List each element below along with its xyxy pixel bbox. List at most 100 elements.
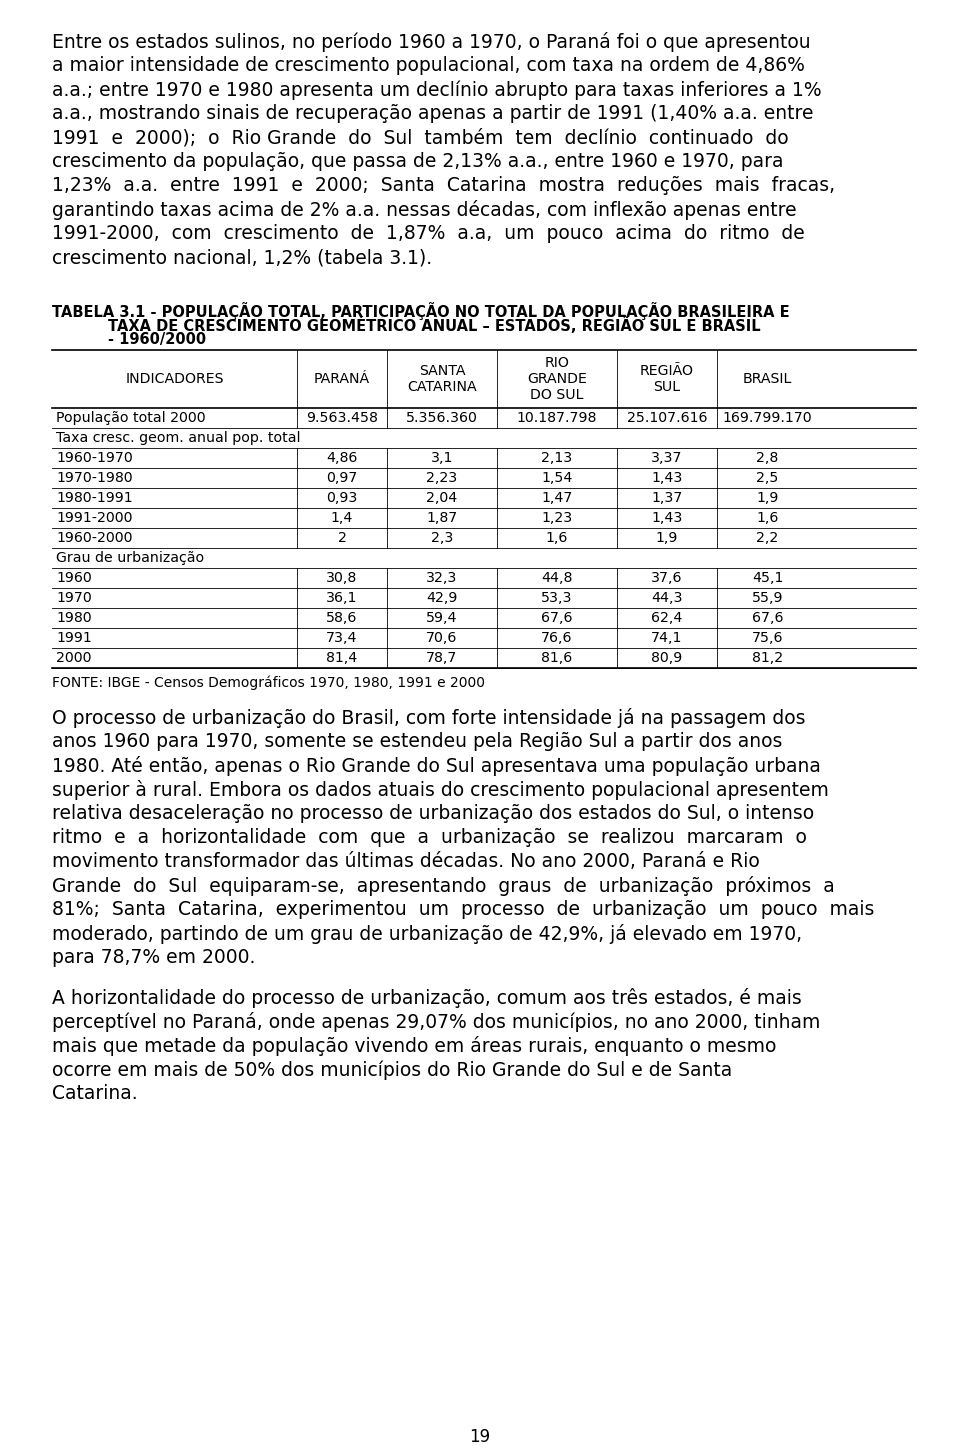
Text: 53,3: 53,3 xyxy=(541,591,573,605)
Text: 169.799.170: 169.799.170 xyxy=(723,411,812,425)
Text: 1,43: 1,43 xyxy=(651,472,683,485)
Text: - 1960/2000: - 1960/2000 xyxy=(108,332,206,347)
Text: 1980-1991: 1980-1991 xyxy=(56,490,132,505)
Text: 9.563.458: 9.563.458 xyxy=(306,411,378,425)
Text: 36,1: 36,1 xyxy=(326,591,358,605)
Text: PARANÁ: PARANÁ xyxy=(314,371,370,386)
Text: 1,23%  a.a.  entre  1991  e  2000;  Santa  Catarina  mostra  reduções  mais  fra: 1,23% a.a. entre 1991 e 2000; Santa Cata… xyxy=(52,176,835,194)
Text: 70,6: 70,6 xyxy=(426,631,458,646)
Text: 74,1: 74,1 xyxy=(651,631,683,646)
Text: 81,2: 81,2 xyxy=(752,651,783,665)
Text: moderado, partindo de um grau de urbanização de 42,9%, já elevado em 1970,: moderado, partindo de um grau de urbaniz… xyxy=(52,924,803,945)
Text: 67,6: 67,6 xyxy=(752,611,783,625)
Text: 2,8: 2,8 xyxy=(756,451,779,464)
Text: 45,1: 45,1 xyxy=(752,572,783,585)
Text: População total 2000: População total 2000 xyxy=(56,411,205,425)
Text: garantindo taxas acima de 2% a.a. nessas décadas, com inflexão apenas entre: garantindo taxas acima de 2% a.a. nessas… xyxy=(52,200,797,221)
Text: INDICADORES: INDICADORES xyxy=(125,371,224,386)
Text: 1,87: 1,87 xyxy=(426,511,458,525)
Text: 80,9: 80,9 xyxy=(652,651,683,665)
Text: a.a.; entre 1970 e 1980 apresenta um declínio abrupto para taxas inferiores a 1%: a.a.; entre 1970 e 1980 apresenta um dec… xyxy=(52,80,822,100)
Text: 32,3: 32,3 xyxy=(426,572,458,585)
Text: 1,47: 1,47 xyxy=(541,490,573,505)
Text: superior à rural. Embora os dados atuais do crescimento populacional apresentem: superior à rural. Embora os dados atuais… xyxy=(52,781,828,800)
Text: movimento transformador das últimas décadas. No ano 2000, Paraná e Rio: movimento transformador das últimas déca… xyxy=(52,852,759,871)
Text: REGIÃO
SUL: REGIÃO SUL xyxy=(640,364,694,395)
Text: ritmo  e  a  horizontalidade  com  que  a  urbanização  se  realizou  marcaram  : ritmo e a horizontalidade com que a urba… xyxy=(52,829,806,847)
Text: 1991: 1991 xyxy=(56,631,92,646)
Text: 42,9: 42,9 xyxy=(426,591,458,605)
Text: 59,4: 59,4 xyxy=(426,611,458,625)
Text: 3,1: 3,1 xyxy=(431,451,453,464)
Text: crescimento da população, que passa de 2,13% a.a., entre 1960 e 1970, para: crescimento da população, que passa de 2… xyxy=(52,152,783,171)
Text: 2,04: 2,04 xyxy=(426,490,458,505)
Text: 10.187.798: 10.187.798 xyxy=(516,411,597,425)
Text: 1970: 1970 xyxy=(56,591,92,605)
Text: 76,6: 76,6 xyxy=(541,631,573,646)
Text: 2000: 2000 xyxy=(56,651,91,665)
Text: a maior intensidade de crescimento populacional, com taxa na ordem de 4,86%: a maior intensidade de crescimento popul… xyxy=(52,57,804,75)
Text: 78,7: 78,7 xyxy=(426,651,458,665)
Text: 73,4: 73,4 xyxy=(326,631,358,646)
Text: anos 1960 para 1970, somente se estendeu pela Região Sul a partir dos anos: anos 1960 para 1970, somente se estendeu… xyxy=(52,731,782,752)
Text: 81,4: 81,4 xyxy=(326,651,358,665)
Text: 58,6: 58,6 xyxy=(326,611,358,625)
Text: 1,43: 1,43 xyxy=(651,511,683,525)
Text: A horizontalidade do processo de urbanização, comum aos três estados, é mais: A horizontalidade do processo de urbaniz… xyxy=(52,988,802,1008)
Text: mais que metade da população vivendo em áreas rurais, enquanto o mesmo: mais que metade da população vivendo em … xyxy=(52,1036,777,1056)
Text: 81%;  Santa  Catarina,  experimentou  um  processo  de  urbanização  um  pouco  : 81%; Santa Catarina, experimentou um pro… xyxy=(52,900,875,918)
Text: 1,4: 1,4 xyxy=(331,511,353,525)
Text: BRASIL: BRASIL xyxy=(743,371,792,386)
Text: 5.356.360: 5.356.360 xyxy=(406,411,478,425)
Text: para 78,7% em 2000.: para 78,7% em 2000. xyxy=(52,948,255,966)
Text: 37,6: 37,6 xyxy=(651,572,683,585)
Text: O processo de urbanização do Brasil, com forte intensidade já na passagem dos: O processo de urbanização do Brasil, com… xyxy=(52,708,805,728)
Text: 2,13: 2,13 xyxy=(541,451,572,464)
Text: 1960-2000: 1960-2000 xyxy=(56,531,132,546)
Text: 2,5: 2,5 xyxy=(756,472,779,485)
Text: 1,23: 1,23 xyxy=(541,511,572,525)
Text: TABELA 3.1 - POPULAÇÃO TOTAL, PARTICIPAÇÃO NO TOTAL DA POPULAÇÃO BRASILEIRA E: TABELA 3.1 - POPULAÇÃO TOTAL, PARTICIPAÇ… xyxy=(52,302,790,321)
Text: 81,6: 81,6 xyxy=(541,651,572,665)
Text: 2,2: 2,2 xyxy=(756,531,779,546)
Text: 1,9: 1,9 xyxy=(756,490,779,505)
Text: 3,37: 3,37 xyxy=(651,451,683,464)
Text: 1,54: 1,54 xyxy=(541,472,573,485)
Text: 0,93: 0,93 xyxy=(326,490,358,505)
Text: 19: 19 xyxy=(469,1428,491,1447)
Text: Entre os estados sulinos, no período 1960 a 1970, o Paraná foi o que apresentou: Entre os estados sulinos, no período 196… xyxy=(52,32,810,52)
Text: Taxa cresc. geom. anual pop. total: Taxa cresc. geom. anual pop. total xyxy=(56,431,300,445)
Text: FONTE: IBGE - Censos Demográficos 1970, 1980, 1991 e 2000: FONTE: IBGE - Censos Demográficos 1970, … xyxy=(52,676,485,691)
Text: 44,8: 44,8 xyxy=(541,572,573,585)
Text: Grande  do  Sul  equiparam-se,  apresentando  graus  de  urbanização  próximos  : Grande do Sul equiparam-se, apresentando… xyxy=(52,876,835,897)
Text: perceptível no Paraná, onde apenas 29,07% dos municípios, no ano 2000, tinham: perceptível no Paraná, onde apenas 29,07… xyxy=(52,1011,821,1032)
Text: 1991  e  2000);  o  Rio Grande  do  Sul  também  tem  declínio  continuado  do: 1991 e 2000); o Rio Grande do Sul também… xyxy=(52,128,788,147)
Text: 75,6: 75,6 xyxy=(752,631,783,646)
Text: 1,37: 1,37 xyxy=(651,490,683,505)
Text: Catarina.: Catarina. xyxy=(52,1084,137,1103)
Text: Grau de urbanização: Grau de urbanização xyxy=(56,551,204,564)
Text: 30,8: 30,8 xyxy=(326,572,358,585)
Text: 1960: 1960 xyxy=(56,572,92,585)
Text: 1980: 1980 xyxy=(56,611,91,625)
Text: 0,97: 0,97 xyxy=(326,472,358,485)
Text: 67,6: 67,6 xyxy=(541,611,573,625)
Text: 4,86: 4,86 xyxy=(326,451,358,464)
Text: 1,9: 1,9 xyxy=(656,531,678,546)
Text: 62,4: 62,4 xyxy=(651,611,683,625)
Text: 1991-2000: 1991-2000 xyxy=(56,511,132,525)
Text: 1960-1970: 1960-1970 xyxy=(56,451,132,464)
Text: 44,3: 44,3 xyxy=(651,591,683,605)
Text: 1980. Até então, apenas o Rio Grande do Sul apresentava uma população urbana: 1980. Até então, apenas o Rio Grande do … xyxy=(52,756,821,776)
Text: 2,23: 2,23 xyxy=(426,472,458,485)
Text: TAXA DE CRESCIMENTO GEOMÉTRICO ANUAL – ESTADOS, REGIÃO SUL E BRASIL: TAXA DE CRESCIMENTO GEOMÉTRICO ANUAL – E… xyxy=(108,316,760,334)
Text: 25.107.616: 25.107.616 xyxy=(627,411,708,425)
Text: 1,6: 1,6 xyxy=(756,511,779,525)
Text: crescimento nacional, 1,2% (tabela 3.1).: crescimento nacional, 1,2% (tabela 3.1). xyxy=(52,248,432,267)
Text: a.a., mostrando sinais de recuperação apenas a partir de 1991 (1,40% a.a. entre: a.a., mostrando sinais de recuperação ap… xyxy=(52,104,813,123)
Text: 2: 2 xyxy=(338,531,347,546)
Text: relativa desaceleração no processo de urbanização dos estados do Sul, o intenso: relativa desaceleração no processo de ur… xyxy=(52,804,814,823)
Text: 1,6: 1,6 xyxy=(546,531,568,546)
Text: 55,9: 55,9 xyxy=(752,591,783,605)
Text: ocorre em mais de 50% dos municípios do Rio Grande do Sul e de Santa: ocorre em mais de 50% dos municípios do … xyxy=(52,1061,732,1080)
